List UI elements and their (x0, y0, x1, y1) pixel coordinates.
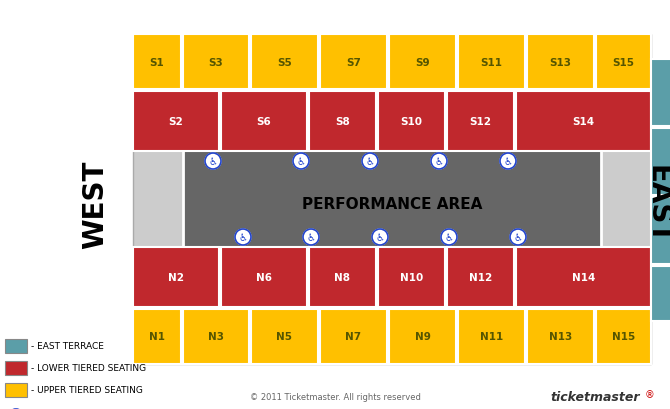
Bar (133, 247, 219, 307)
Bar (596, 35, 651, 90)
Circle shape (510, 229, 526, 245)
Circle shape (441, 229, 457, 245)
Text: S6: S6 (257, 117, 271, 127)
Bar (309, 92, 376, 152)
Text: ticketmaster: ticketmaster (550, 391, 640, 404)
Bar (320, 35, 387, 90)
Circle shape (362, 154, 378, 170)
Circle shape (235, 229, 251, 245)
Text: ♿: ♿ (366, 157, 375, 166)
Text: ♿: ♿ (514, 232, 523, 243)
Bar (5, 361, 27, 375)
Text: S9: S9 (415, 57, 430, 67)
Bar (183, 309, 249, 364)
Text: N13: N13 (549, 332, 572, 342)
Text: S15: S15 (612, 57, 634, 67)
Text: ♿: ♿ (307, 232, 316, 243)
Bar (133, 92, 219, 152)
Text: S5: S5 (277, 57, 292, 67)
Text: N1: N1 (149, 332, 165, 342)
Bar (183, 35, 249, 90)
Bar (5, 339, 27, 353)
Text: ♿: ♿ (239, 232, 247, 243)
Bar (133, 35, 181, 90)
Circle shape (372, 229, 388, 245)
Bar (596, 309, 651, 364)
Bar (320, 309, 387, 364)
Bar (447, 247, 514, 307)
Bar (651, 266, 670, 321)
Text: S14: S14 (572, 117, 594, 127)
Text: S10: S10 (401, 117, 423, 127)
Bar (447, 92, 514, 152)
Circle shape (293, 154, 309, 170)
Bar (516, 247, 651, 307)
Text: N10: N10 (400, 272, 423, 282)
Bar (516, 92, 651, 152)
Text: S2: S2 (169, 117, 184, 127)
Bar (389, 35, 456, 90)
Text: N2: N2 (168, 272, 184, 282)
Text: N8: N8 (334, 272, 350, 282)
Text: - UPPER TIERED SEATING: - UPPER TIERED SEATING (31, 386, 143, 395)
Text: S1: S1 (149, 57, 164, 67)
Bar (651, 129, 670, 196)
Bar (251, 35, 318, 90)
Text: ®: ® (645, 389, 655, 399)
Bar (527, 309, 594, 364)
Text: PERFORMANCE AREA: PERFORMANCE AREA (302, 197, 482, 212)
Text: N7: N7 (346, 332, 362, 342)
Bar (133, 35, 651, 364)
Text: S8: S8 (335, 117, 350, 127)
Bar (458, 35, 525, 90)
Text: © 2011 Ticketmaster. All rights reserved: © 2011 Ticketmaster. All rights reserved (249, 393, 421, 402)
Text: EAST: EAST (644, 165, 670, 244)
Bar (309, 247, 376, 307)
Text: ♿: ♿ (435, 157, 444, 166)
Bar (183, 120, 601, 289)
Bar (378, 247, 445, 307)
Text: N6: N6 (256, 272, 272, 282)
Bar (221, 92, 307, 152)
Text: ♿: ♿ (376, 232, 385, 243)
Text: N11: N11 (480, 332, 503, 342)
Text: - LOWER TIERED SEATING: - LOWER TIERED SEATING (31, 364, 146, 373)
Text: N12: N12 (469, 272, 492, 282)
Bar (651, 60, 670, 127)
Text: S3: S3 (208, 57, 223, 67)
Bar (651, 198, 670, 264)
Text: N3: N3 (208, 332, 224, 342)
Bar (458, 309, 525, 364)
Text: S12: S12 (470, 117, 492, 127)
Text: - EAST TERRACE: - EAST TERRACE (31, 342, 104, 351)
Bar (221, 247, 307, 307)
Text: S11: S11 (480, 57, 502, 67)
Text: S7: S7 (346, 57, 361, 67)
Text: S13: S13 (549, 57, 572, 67)
Text: N15: N15 (612, 332, 635, 342)
Bar (378, 92, 445, 152)
Text: N5: N5 (277, 332, 293, 342)
Bar (527, 35, 594, 90)
Text: ♿: ♿ (297, 157, 306, 166)
Text: WEST: WEST (81, 160, 109, 249)
Bar (389, 309, 456, 364)
Bar (133, 309, 181, 364)
Text: ♿: ♿ (445, 232, 454, 243)
Text: N14: N14 (572, 272, 595, 282)
Circle shape (500, 154, 516, 170)
Bar (5, 383, 27, 397)
Text: N9: N9 (415, 332, 430, 342)
Circle shape (205, 154, 221, 170)
Circle shape (431, 154, 447, 170)
Bar (251, 309, 318, 364)
Text: ♿: ♿ (504, 157, 513, 166)
Circle shape (303, 229, 319, 245)
Text: ♿: ♿ (208, 157, 217, 166)
